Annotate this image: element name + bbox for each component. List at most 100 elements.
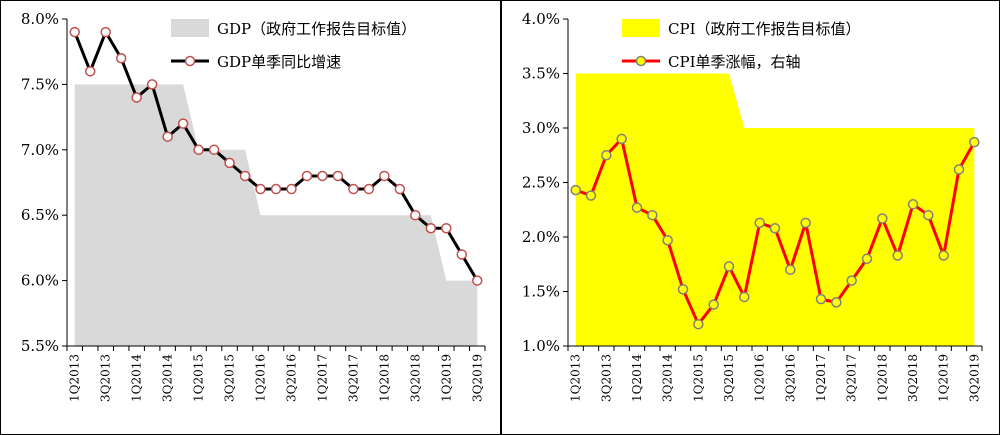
cpi-y-tick-label: 2.0%	[522, 228, 560, 246]
gdp-x-tick-label: 3Q2014	[161, 354, 175, 402]
gdp-x-tick-label: 1Q2017	[315, 354, 329, 402]
gdp-target-area	[74, 84, 478, 347]
cpi-data-point	[815, 293, 827, 305]
cpi-y-tick-label: 3.5%	[522, 65, 560, 83]
cpi-data-point	[831, 297, 842, 308]
cpi-chart: 1.0% 1.5% 2.0% 2.5% 3.0% 3.5% 4.0% 1Q2013 3Q2013…	[522, 10, 983, 402]
gdp-data-point	[332, 170, 344, 182]
gdp-data-point	[348, 183, 359, 195]
cpi-legend-swatch-marker	[635, 55, 647, 67]
gdp-data-point	[239, 170, 251, 182]
gdp-x-tick-label: 3Q2018	[408, 354, 422, 402]
cpi-data-point	[969, 136, 980, 148]
gdp-data-point	[131, 92, 142, 103]
gdp-legend-label-line: GDP单季同比增速	[217, 53, 341, 71]
gdp-x-tick-label: 3Q2016	[284, 354, 298, 402]
gdp-data-point	[270, 183, 282, 195]
gdp-data-point	[472, 275, 483, 286]
cpi-data-point	[585, 190, 597, 201]
gdp-legend-label-area: GDP（政府工作报告目标值）	[217, 20, 416, 38]
gdp-x-tick-label: 3Q2017	[346, 354, 360, 402]
cpi-data-point	[723, 261, 735, 272]
gdp-data-point	[224, 157, 235, 169]
gdp-data-point	[301, 170, 313, 182]
gdp-data-point	[69, 26, 80, 38]
gdp-data-point	[456, 249, 468, 260]
cpi-y-tick-label: 1.0%	[522, 337, 560, 355]
gdp-data-point	[162, 131, 173, 142]
gdp-x-tick-label: 1Q2013	[68, 354, 82, 402]
cpi-data-point	[907, 199, 919, 210]
gdp-data-point	[286, 183, 297, 195]
gdp-legend-swatch-area	[171, 19, 209, 37]
gdp-x-tick-label: 1Q2019	[439, 354, 453, 402]
cpi-legend-label-area: CPI（政府工作报告目标值）	[668, 20, 861, 38]
cpi-x-tick-label: 1Q2019	[937, 354, 951, 402]
gdp-data-point	[363, 183, 375, 195]
cpi-x-tick-label: 3Q2015	[722, 354, 736, 402]
cpi-legend-label-line: CPI单季涨幅，右轴	[668, 53, 801, 71]
gdp-data-point	[410, 209, 421, 221]
cpi-x-tick-label: 3Q2013	[599, 354, 613, 402]
gdp-y-tick-label: 7.0%	[21, 141, 59, 159]
cpi-chart-panel: 1.0% 1.5% 2.0% 2.5% 3.0% 3.5% 4.0% 1Q2013 3Q2013…	[501, 0, 1000, 435]
cpi-y-tick-label: 2.5%	[522, 174, 560, 192]
cpi-x-tick-label: 1Q2017	[814, 354, 828, 402]
cpi-data-point	[923, 209, 934, 221]
cpi-x-tick-label: 3Q2018	[906, 354, 920, 402]
cpi-data-point	[708, 299, 719, 310]
cpi-x-tick-label: 3Q2019	[967, 354, 981, 402]
gdp-x-tick-label: 3Q2019	[470, 354, 484, 402]
cpi-target-area	[575, 73, 975, 346]
cpi-data-point	[601, 150, 612, 161]
gdp-data-point	[441, 223, 452, 234]
gdp-data-point	[255, 183, 266, 195]
cpi-data-point	[662, 235, 673, 246]
cpi-data-point	[631, 202, 643, 213]
cpi-data-point	[892, 250, 903, 261]
cpi-x-tick-label: 3Q2014	[661, 354, 675, 402]
cpi-data-point	[846, 275, 857, 286]
cpi-x-tick-label: 3Q2016	[783, 354, 797, 402]
gdp-chart: 5.5% 6.0% 6.5% 7.0% 7.5% 8.0% 1Q2013 3Q2013 1Q20…	[21, 10, 486, 402]
gdp-data-point	[193, 144, 204, 156]
gdp-y-tick-label: 8.0%	[21, 10, 59, 28]
cpi-data-point	[938, 250, 949, 261]
gdp-x-tick-label: 1Q2016	[254, 354, 268, 402]
cpi-data-point	[693, 318, 704, 330]
cpi-data-point	[800, 217, 811, 229]
cpi-y-tick-label: 3.0%	[522, 119, 560, 137]
cpi-x-tick-label: 1Q2016	[753, 354, 767, 402]
gdp-legend-swatch-marker	[184, 55, 196, 67]
cpi-data-point	[769, 223, 781, 234]
gdp-data-point	[115, 52, 127, 64]
cpi-x-tick-label: 1Q2014	[630, 354, 644, 402]
gdp-data-point	[100, 26, 111, 38]
gdp-data-point	[425, 223, 437, 234]
gdp-x-tick-label: 1Q2015	[192, 354, 206, 402]
cpi-y-tick-label: 4.0%	[522, 10, 560, 28]
cpi-data-point	[739, 291, 750, 303]
gdp-y-tick-label: 7.5%	[21, 75, 59, 93]
gdp-data-point	[146, 79, 158, 90]
gdp-data-point	[84, 66, 96, 77]
cpi-data-point	[754, 217, 765, 229]
cpi-legend-swatch-area	[622, 19, 660, 37]
gdp-data-point	[208, 144, 220, 156]
cpi-x-tick-label: 1Q2015	[691, 354, 705, 402]
gdp-x-tick-label: 3Q2015	[223, 354, 237, 402]
gdp-y-tick-label: 6.5%	[21, 206, 59, 224]
gdp-y-tick-label: 5.5%	[21, 337, 59, 355]
cpi-data-point	[616, 133, 627, 145]
gdp-x-tick-label: 1Q2014	[130, 354, 144, 402]
cpi-data-point	[877, 213, 888, 224]
gdp-data-point	[177, 118, 189, 129]
cpi-data-point	[785, 264, 796, 275]
cpi-data-point	[861, 253, 873, 265]
cpi-x-tick-label: 3Q2017	[845, 354, 859, 402]
gdp-x-tick-label: 1Q2018	[377, 354, 391, 402]
gdp-data-point	[379, 170, 390, 182]
gdp-x-tick-label: 3Q2013	[99, 354, 113, 402]
cpi-data-point	[677, 284, 689, 295]
cpi-data-point	[953, 164, 965, 175]
